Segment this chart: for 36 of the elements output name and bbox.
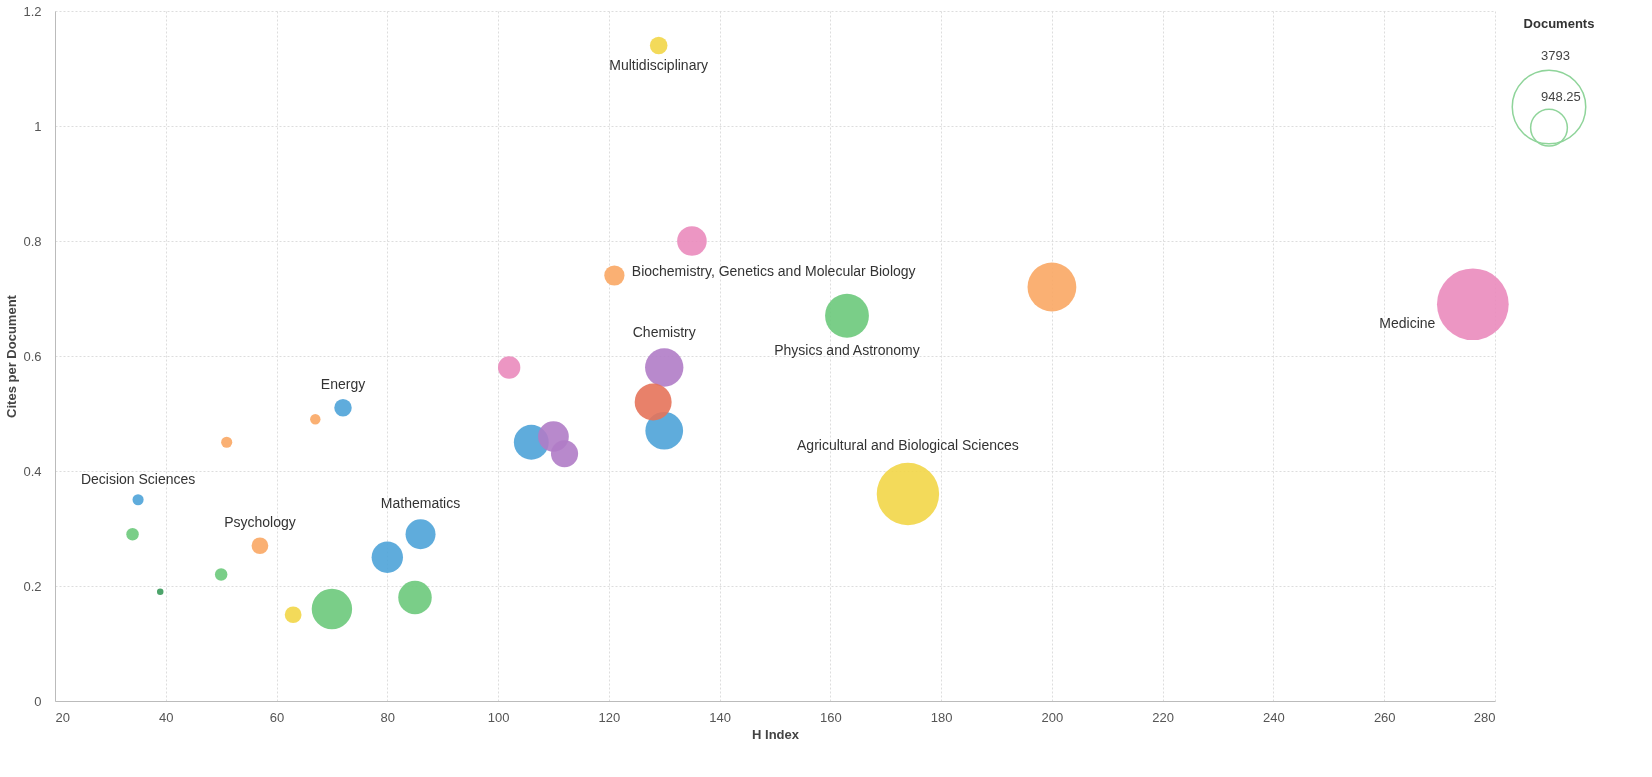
x-tick-label: 280 <box>1473 709 1496 725</box>
annotation: Biochemistry, Genetics and Molecular Biology <box>631 262 916 279</box>
y-tick-label: 0.4 <box>23 463 42 479</box>
annotation: Mathematics <box>380 495 461 512</box>
x-tick-label: 80 <box>380 709 396 725</box>
x-tick-label: 100 <box>487 709 510 725</box>
x-tick-label: 200 <box>1041 709 1064 725</box>
x-tick-label: 60 <box>269 709 285 725</box>
annotation: Psychology <box>224 514 296 531</box>
x-tick-label: 260 <box>1373 709 1396 725</box>
annotation: Physics and Astronomy <box>774 342 920 359</box>
y-tick-label: 0.6 <box>23 348 42 364</box>
x-tick-label: 220 <box>1152 709 1175 725</box>
legend-label: 948.25 <box>1541 89 1581 104</box>
annotation: Agricultural and Biological Sciences <box>797 436 1019 453</box>
legend-label: 3793 <box>1541 47 1570 63</box>
annotation: Energy <box>320 375 366 392</box>
annotation: Chemistry <box>632 323 696 340</box>
x-tick-label: 40 <box>159 709 174 725</box>
x-tick-label: 20 <box>55 709 70 725</box>
x-tick-label: 160 <box>820 709 842 725</box>
y-tick-label: 0.8 <box>23 233 42 249</box>
y-tick-label: 1 <box>34 118 42 134</box>
y-axis-title: Cites per Document <box>4 294 20 418</box>
y-tick-label: 0 <box>34 693 42 709</box>
y-tick-label: 1.2 <box>23 3 42 19</box>
x-tick-label: 120 <box>598 709 621 725</box>
annotation: Multidisciplinary <box>609 57 709 74</box>
annotation: Decision Sciences <box>80 471 196 488</box>
x-tick-label: 140 <box>709 709 731 725</box>
x-tick-label: 240 <box>1263 709 1285 725</box>
x-axis-title: H Index <box>752 726 800 742</box>
x-tick-label: 180 <box>930 709 953 725</box>
annotation: Medicine <box>1379 315 1436 332</box>
y-tick-label: 0.2 <box>23 578 42 594</box>
legend-title: Documents <box>1523 16 1595 31</box>
